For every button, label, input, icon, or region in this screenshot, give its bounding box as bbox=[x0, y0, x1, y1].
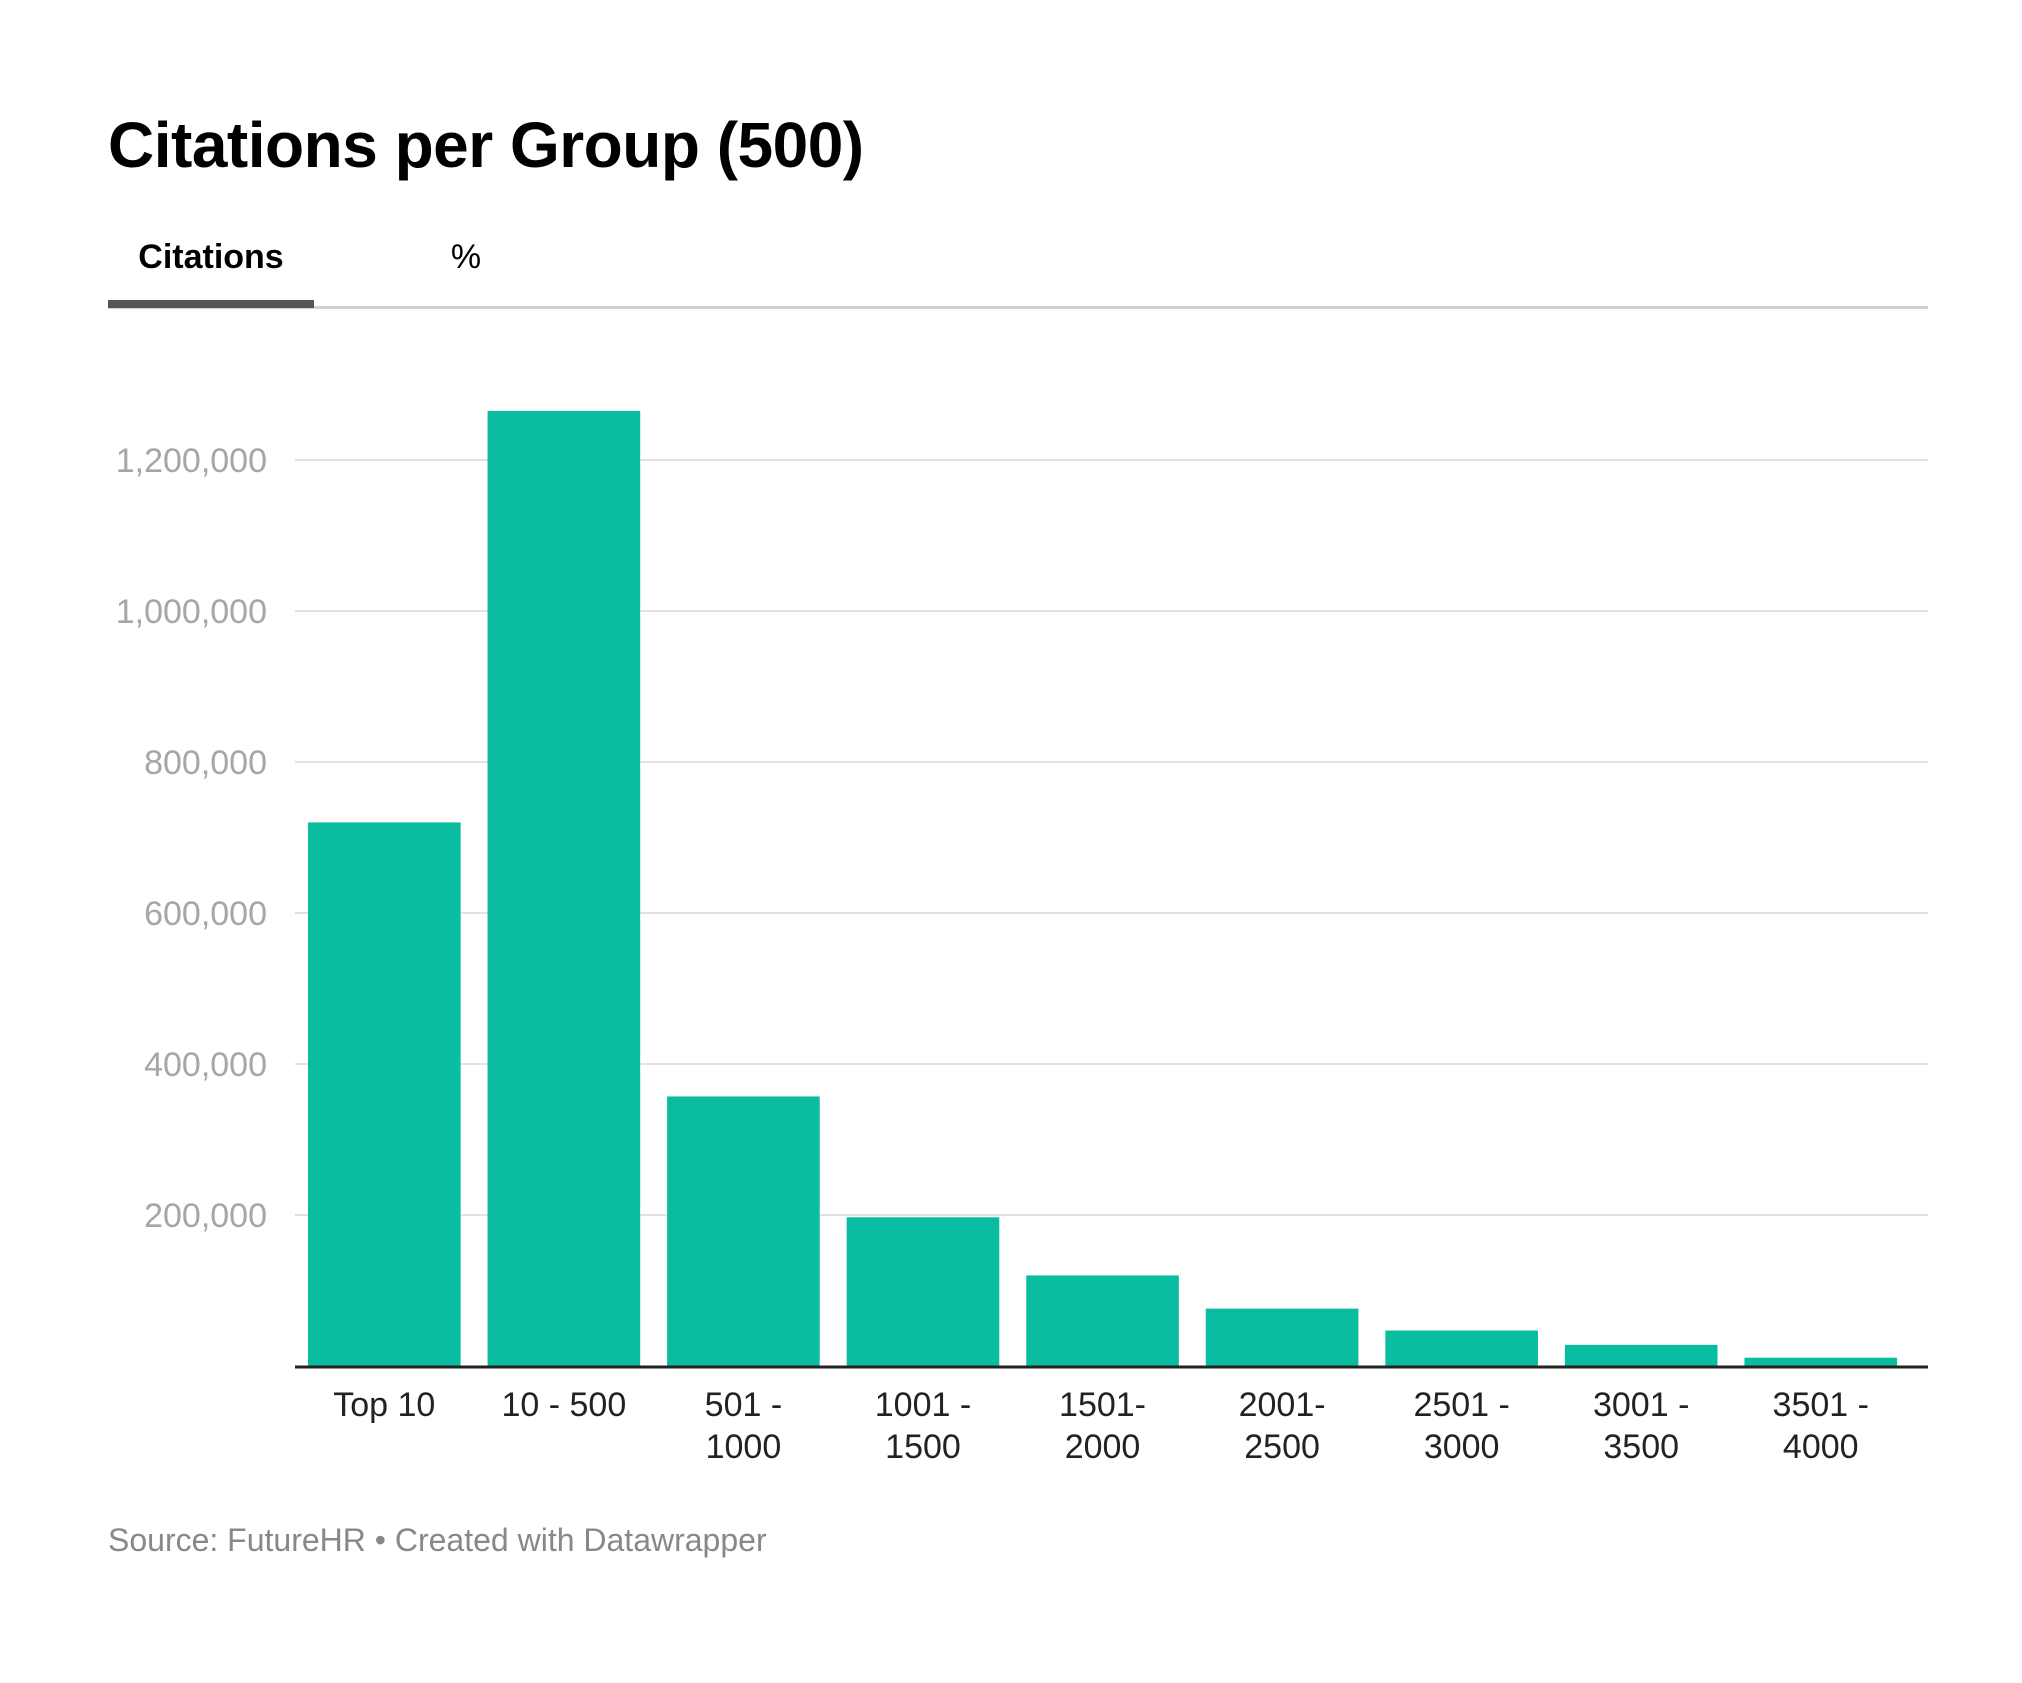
x-tick-label: 2001- bbox=[1239, 1386, 1326, 1424]
bars bbox=[308, 410, 1898, 1366]
x-tick-label: 2501 - bbox=[1413, 1386, 1509, 1424]
x-tick-label: 1001 - bbox=[875, 1386, 971, 1424]
y-tick-label: 400,000 bbox=[144, 1046, 267, 1084]
y-tick-label: 600,000 bbox=[144, 895, 267, 933]
x-tick-label: 2000 bbox=[1065, 1428, 1141, 1466]
bar bbox=[1205, 1308, 1359, 1366]
x-tick-label: 3001 - bbox=[1593, 1386, 1689, 1424]
tab-percent[interactable]: % bbox=[450, 238, 482, 276]
bar bbox=[1385, 1330, 1538, 1366]
y-tick-label: 800,000 bbox=[144, 744, 267, 782]
x-tick-label: Top 10 bbox=[333, 1386, 435, 1424]
y-tick-label: 200,000 bbox=[144, 1197, 267, 1235]
x-tick-label: 1500 bbox=[885, 1428, 961, 1466]
source-footer: Source: FutureHR • Created with Datawrap… bbox=[108, 1522, 767, 1559]
x-tick-label: 3500 bbox=[1603, 1428, 1679, 1466]
credit-text: Created with Datawrapper bbox=[394, 1522, 767, 1558]
footer-separator: • bbox=[365, 1522, 395, 1558]
bar bbox=[308, 822, 461, 1366]
bar bbox=[487, 410, 641, 1366]
chart-title: Citations per Group (500) bbox=[108, 109, 864, 181]
source-text: Source: FutureHR bbox=[108, 1522, 366, 1558]
bar bbox=[667, 1096, 820, 1366]
x-tick-label: 10 - 500 bbox=[501, 1386, 626, 1424]
x-tick-label: 2500 bbox=[1244, 1428, 1320, 1466]
y-axis-ticks: 200,000 400,000 600,000 800,000 1,000,000 1,2… bbox=[116, 442, 267, 1235]
tab-citations[interactable]: Citations bbox=[108, 226, 314, 308]
x-tick-label: 1000 bbox=[706, 1428, 782, 1466]
bar bbox=[846, 1217, 1000, 1366]
x-tick-label: 501 - bbox=[705, 1386, 783, 1424]
x-tick-label: 1501- bbox=[1059, 1386, 1146, 1424]
view-tabs: Citations % bbox=[108, 226, 1928, 309]
x-tick-label: 3000 bbox=[1424, 1428, 1500, 1466]
bar bbox=[1026, 1275, 1179, 1366]
y-tick-label: 1,200,000 bbox=[116, 442, 267, 480]
bar bbox=[1564, 1344, 1718, 1366]
y-tick-label: 1,000,000 bbox=[116, 593, 267, 631]
bar bbox=[1744, 1357, 1898, 1366]
x-tick-label: 3501 - bbox=[1773, 1386, 1869, 1424]
x-axis-labels: Top 10 10 - 500 501 - 1000 1001 - 1500 1501- 20… bbox=[333, 1386, 1869, 1466]
x-tick-label: 4000 bbox=[1783, 1428, 1859, 1466]
